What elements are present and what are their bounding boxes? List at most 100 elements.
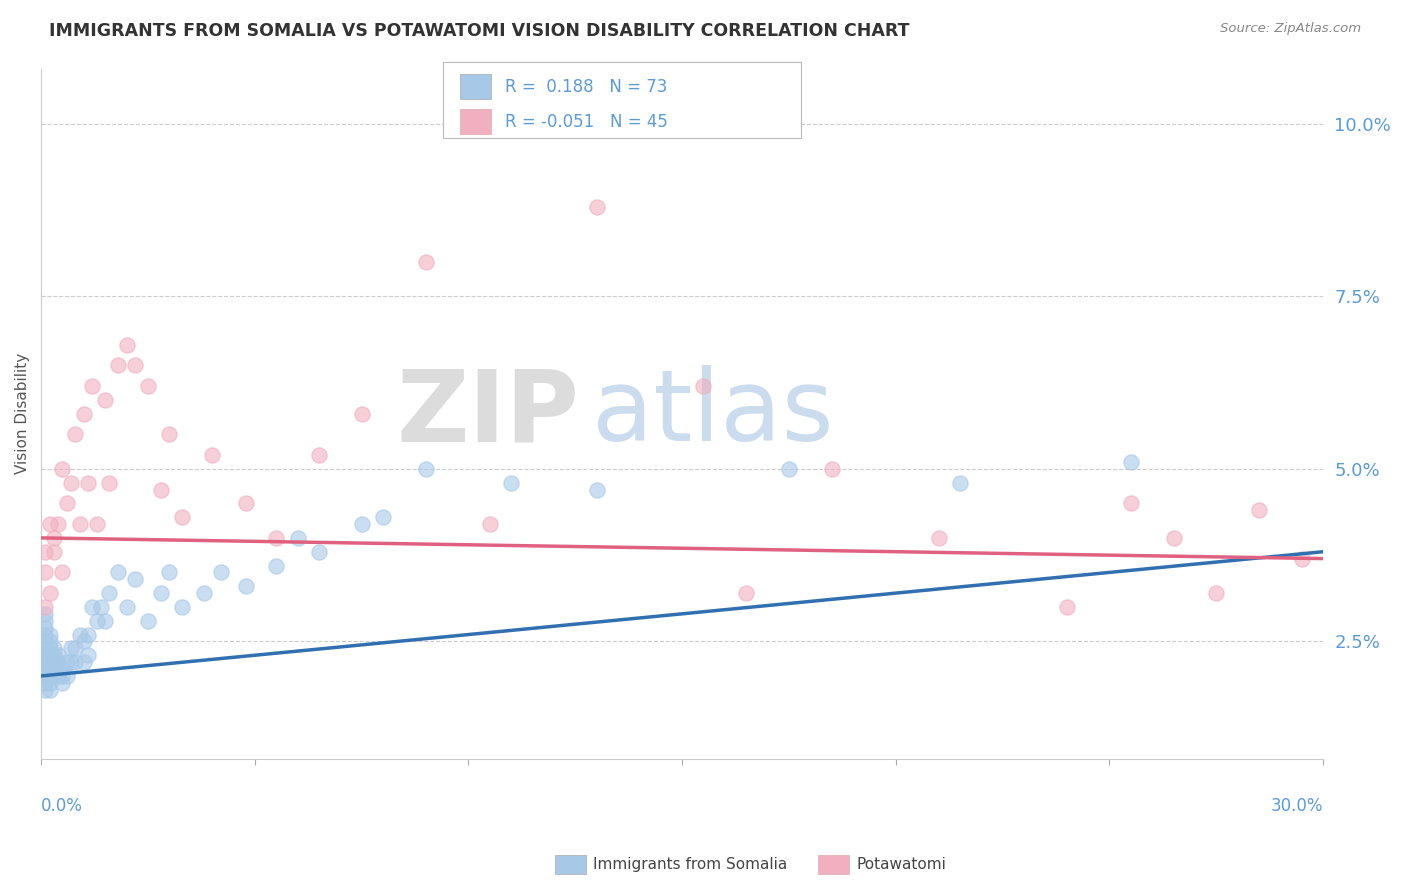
Point bbox=[287, 531, 309, 545]
Point bbox=[34, 655, 56, 669]
Text: 0.0%: 0.0% bbox=[41, 797, 83, 814]
Point bbox=[34, 648, 56, 663]
Point bbox=[51, 462, 73, 476]
Point bbox=[193, 586, 215, 600]
Point bbox=[55, 669, 77, 683]
Point bbox=[1056, 599, 1078, 614]
Point bbox=[264, 558, 287, 573]
Point bbox=[98, 586, 121, 600]
Point bbox=[42, 641, 65, 656]
Point bbox=[107, 359, 129, 373]
Point bbox=[77, 648, 100, 663]
Point bbox=[38, 655, 60, 669]
Point bbox=[34, 566, 56, 580]
Point bbox=[94, 614, 117, 628]
Point bbox=[1119, 455, 1142, 469]
Point bbox=[51, 566, 73, 580]
Text: IMMIGRANTS FROM SOMALIA VS POTAWATOMI VISION DISABILITY CORRELATION CHART: IMMIGRANTS FROM SOMALIA VS POTAWATOMI VI… bbox=[49, 22, 910, 40]
Point bbox=[107, 566, 129, 580]
Point bbox=[136, 379, 159, 393]
Point bbox=[501, 475, 523, 490]
Point bbox=[235, 496, 257, 510]
Point bbox=[60, 475, 83, 490]
Point bbox=[115, 337, 138, 351]
Point bbox=[38, 676, 60, 690]
Text: Immigrants from Somalia: Immigrants from Somalia bbox=[593, 857, 787, 871]
Point bbox=[350, 407, 373, 421]
Point bbox=[149, 483, 172, 497]
Point bbox=[1291, 551, 1313, 566]
Point bbox=[38, 586, 60, 600]
Point bbox=[415, 462, 437, 476]
Point bbox=[42, 648, 65, 663]
Point bbox=[65, 427, 87, 442]
Text: ZIP: ZIP bbox=[396, 365, 579, 462]
Point bbox=[34, 669, 56, 683]
Point bbox=[157, 566, 180, 580]
Point bbox=[928, 531, 950, 545]
Point bbox=[69, 517, 91, 532]
Point bbox=[585, 200, 607, 214]
Point bbox=[86, 614, 108, 628]
Point bbox=[172, 599, 194, 614]
Point bbox=[308, 448, 330, 462]
Point bbox=[82, 379, 104, 393]
Point bbox=[69, 627, 91, 641]
Point bbox=[42, 531, 65, 545]
Point bbox=[60, 641, 83, 656]
Point bbox=[38, 641, 60, 656]
Point bbox=[1247, 503, 1270, 517]
Point bbox=[42, 545, 65, 559]
Point bbox=[51, 676, 73, 690]
Point bbox=[73, 407, 96, 421]
Point bbox=[73, 655, 96, 669]
Point bbox=[38, 634, 60, 648]
Point bbox=[34, 545, 56, 559]
Point bbox=[65, 641, 87, 656]
Point bbox=[124, 359, 146, 373]
Point bbox=[34, 655, 56, 669]
Point bbox=[34, 621, 56, 635]
Point bbox=[34, 627, 56, 641]
Point bbox=[51, 669, 73, 683]
Point bbox=[86, 517, 108, 532]
Point bbox=[34, 662, 56, 676]
Point bbox=[201, 448, 224, 462]
Point bbox=[34, 676, 56, 690]
Point bbox=[38, 662, 60, 676]
Point bbox=[38, 682, 60, 697]
Point bbox=[209, 566, 232, 580]
Point bbox=[46, 648, 69, 663]
Point bbox=[371, 510, 394, 524]
Point bbox=[73, 634, 96, 648]
Text: R =  0.188   N = 73: R = 0.188 N = 73 bbox=[505, 78, 666, 95]
Point bbox=[55, 655, 77, 669]
Point bbox=[157, 427, 180, 442]
Point bbox=[149, 586, 172, 600]
Point bbox=[90, 599, 112, 614]
Point bbox=[94, 392, 117, 407]
Point bbox=[1205, 586, 1227, 600]
Point bbox=[1119, 496, 1142, 510]
Point bbox=[34, 599, 56, 614]
Text: R = -0.051   N = 45: R = -0.051 N = 45 bbox=[505, 112, 668, 130]
Point bbox=[34, 607, 56, 621]
Point bbox=[478, 517, 501, 532]
Point bbox=[38, 648, 60, 663]
Point bbox=[46, 655, 69, 669]
Text: Potawatomi: Potawatomi bbox=[856, 857, 946, 871]
Point bbox=[82, 599, 104, 614]
Point bbox=[34, 682, 56, 697]
Point bbox=[264, 531, 287, 545]
Point bbox=[949, 475, 972, 490]
Point bbox=[308, 545, 330, 559]
Point bbox=[38, 517, 60, 532]
Point bbox=[46, 662, 69, 676]
Point bbox=[585, 483, 607, 497]
Point bbox=[55, 496, 77, 510]
Point bbox=[34, 614, 56, 628]
Point bbox=[415, 254, 437, 268]
Y-axis label: Vision Disability: Vision Disability bbox=[15, 353, 30, 475]
Text: atlas: atlas bbox=[592, 365, 834, 462]
Point bbox=[821, 462, 844, 476]
